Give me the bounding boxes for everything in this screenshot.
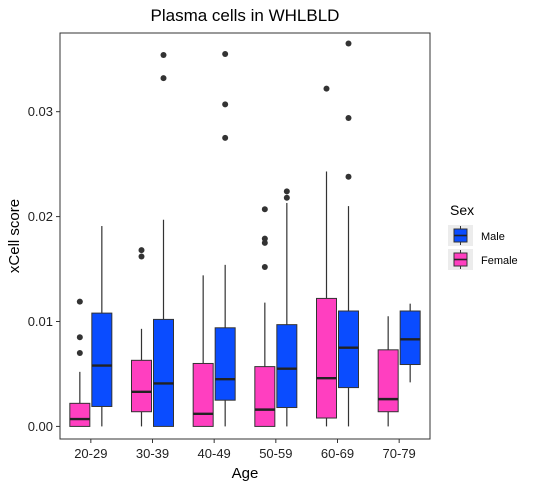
outlier-point [283, 188, 290, 195]
box-iqr [338, 310, 359, 389]
x-tick-label: 60-69 [321, 446, 354, 461]
y-tick-label: 0.01 [28, 314, 53, 329]
outlier-point [283, 194, 290, 201]
box-iqr [399, 310, 421, 366]
outlier-point [345, 114, 352, 121]
x-tick-label: 20-29 [74, 446, 107, 461]
legend-label: Male [481, 231, 505, 243]
box-iqr [91, 312, 113, 407]
box-iqr [214, 327, 236, 401]
plot-panel [59, 32, 431, 440]
y-tick-label: 0.00 [28, 419, 53, 434]
outlier-point [345, 40, 352, 47]
y-axis: 0.00 0.01 0.02 0.03 [28, 104, 60, 434]
outlier-point [160, 75, 167, 82]
chart-marks [69, 40, 421, 427]
outlier-point [261, 206, 268, 213]
box-male-20-29 [91, 226, 113, 427]
y-tick-label: 0.02 [28, 209, 53, 224]
legend-item-female: Female [448, 249, 518, 270]
box-female-70-79 [377, 316, 399, 427]
x-tick-label: 30-39 [136, 446, 169, 461]
y-tick-label: 0.03 [28, 104, 53, 119]
x-tick-label: 70-79 [383, 446, 416, 461]
legend-title: Sex [450, 202, 474, 218]
box-iqr [316, 297, 337, 419]
box-iqr [153, 318, 174, 427]
outlier-point [323, 85, 330, 92]
outlier-point [76, 349, 83, 356]
outlier-point [261, 239, 268, 246]
outlier-point [138, 253, 145, 260]
box-iqr [377, 349, 399, 413]
outlier-point [160, 52, 167, 59]
box-iqr [276, 324, 298, 409]
x-axis-title: Age [232, 465, 259, 482]
y-axis-title: xCell score [6, 199, 23, 273]
x-axis: 20-29 30-39 40-49 50-59 60-69 70-79 [74, 439, 416, 461]
legend: Sex Male Female [448, 202, 518, 270]
outlier-point [261, 235, 268, 242]
outlier-point [345, 173, 352, 180]
x-tick-label: 40-49 [198, 446, 231, 461]
box-male-40-49 [214, 50, 236, 427]
box-female-50-59 [254, 206, 276, 427]
legend-label: Female [481, 255, 518, 267]
legend-item-male: Male [448, 225, 505, 246]
box-iqr [192, 362, 214, 427]
outlier-point [222, 101, 229, 108]
box-female-30-39 [131, 247, 152, 427]
box-iqr [254, 366, 276, 427]
box-female-20-29 [69, 298, 91, 427]
outlier-point [222, 50, 229, 57]
box-iqr [69, 402, 91, 427]
box-male-60-69 [338, 40, 359, 427]
chart-title: Plasma cells in WHLBLD [151, 6, 340, 25]
outlier-point [261, 263, 268, 270]
outlier-point [222, 134, 229, 141]
box-male-50-59 [276, 188, 298, 427]
box-male-70-79 [399, 303, 421, 383]
box-male-30-39 [153, 52, 174, 427]
box-female-60-69 [316, 85, 337, 427]
box-iqr [131, 359, 152, 413]
outlier-point [76, 298, 83, 305]
box-female-40-49 [192, 275, 214, 427]
outlier-point [138, 247, 145, 254]
x-tick-label: 50-59 [259, 446, 292, 461]
outlier-point [76, 334, 83, 341]
